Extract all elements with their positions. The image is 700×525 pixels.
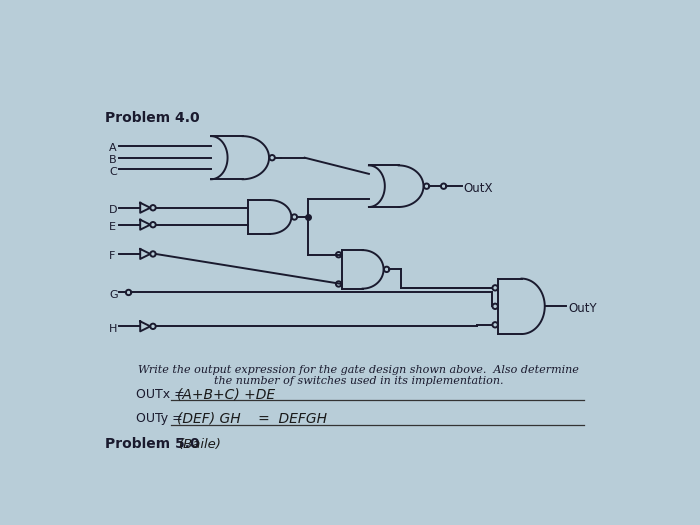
Text: (DEF) GH    =  DEFGH: (DEF) GH = DEFGH (176, 412, 327, 426)
Text: the number of switches used in its implementation.: the number of switches used in its imple… (214, 375, 503, 386)
Text: OUTy =: OUTy = (136, 412, 182, 425)
Text: F: F (109, 251, 116, 261)
Text: E: E (109, 222, 116, 232)
Text: OutY: OutY (568, 302, 596, 315)
Text: (Baile): (Baile) (179, 438, 222, 450)
Text: H: H (109, 323, 118, 334)
Text: C: C (109, 166, 117, 176)
Text: Problem 4.0: Problem 4.0 (104, 111, 200, 125)
Text: D: D (109, 205, 118, 215)
Text: Write the output expression for the gate design shown above.  Also determine: Write the output expression for the gate… (139, 365, 579, 375)
Text: OutX: OutX (464, 182, 494, 195)
Text: A: A (109, 143, 117, 153)
Text: G: G (109, 290, 118, 300)
Text: (A+B+C) +DE: (A+B+C) +DE (176, 387, 274, 401)
Text: B: B (109, 155, 117, 165)
Text: Problem 5.0: Problem 5.0 (104, 437, 200, 451)
Text: OUTx =: OUTx = (136, 387, 184, 401)
